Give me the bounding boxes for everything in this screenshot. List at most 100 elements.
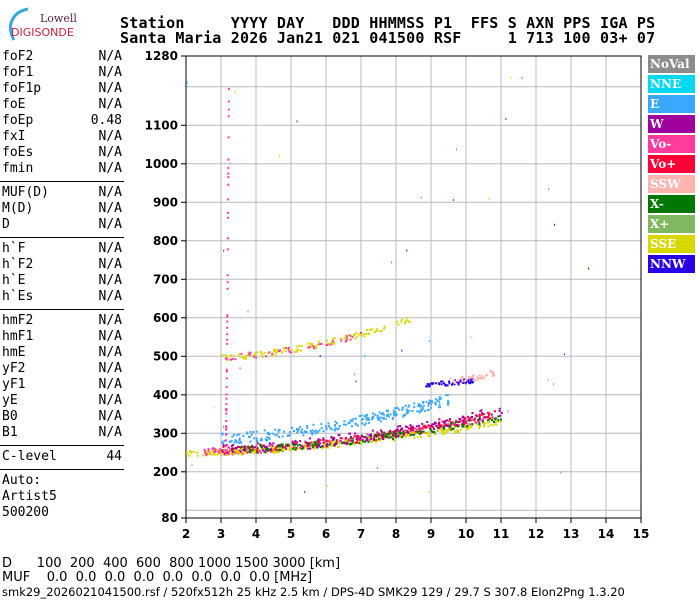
- echo-point: [313, 445, 316, 448]
- echo-point: [409, 430, 412, 433]
- echo-point: [408, 434, 411, 437]
- echo-point: [413, 402, 416, 405]
- echo-point: [275, 450, 278, 453]
- echo-point: [458, 380, 461, 383]
- echo-point: [284, 446, 287, 449]
- echo-point: [201, 454, 204, 457]
- echo-point: [392, 433, 395, 436]
- echo-point: [279, 155, 281, 158]
- param-fof1p: foF1p N/A: [0, 81, 124, 97]
- echo-point: [384, 432, 387, 435]
- echo-point: [476, 423, 479, 426]
- echo-point: [406, 411, 409, 414]
- echo-point: [266, 432, 269, 435]
- echo-point: [326, 339, 329, 342]
- echo-point: [413, 406, 416, 409]
- echo-point: [230, 449, 233, 452]
- echo-point: [268, 449, 271, 452]
- echo-point: [354, 337, 357, 340]
- echo-point: [307, 443, 310, 446]
- echo-point: [414, 431, 417, 434]
- echo-point: [288, 444, 291, 447]
- echo-point: [439, 424, 442, 427]
- echo-point: [367, 421, 370, 424]
- echo-point: [258, 443, 261, 446]
- echo-point: [371, 418, 374, 421]
- echo-point: [287, 347, 290, 350]
- echo-point: [430, 382, 433, 385]
- echo-point: [262, 449, 265, 452]
- echo-point: [288, 434, 291, 437]
- echo-point: [256, 351, 259, 354]
- echo-point: [351, 441, 354, 444]
- echo-point: [196, 454, 199, 457]
- echo-point: [467, 417, 470, 420]
- x-tick-label: 10: [458, 527, 475, 541]
- echo-point: [505, 117, 507, 120]
- echo-point: [248, 449, 251, 452]
- echo-point: [395, 413, 398, 416]
- echo-point: [404, 321, 407, 324]
- echo-point: [389, 413, 392, 416]
- echo-point: [417, 427, 420, 430]
- echo-point: [298, 443, 301, 446]
- echo-point: [488, 420, 491, 423]
- echo-point: [455, 424, 458, 427]
- param-value: N/A: [98, 217, 122, 232]
- echo-point: [239, 355, 242, 358]
- echo-point: [420, 431, 423, 434]
- echo-point: [311, 442, 314, 445]
- echo-point: [320, 427, 323, 430]
- echo-point: [476, 376, 479, 379]
- echo-point: [296, 429, 299, 432]
- echo-point: [223, 249, 225, 252]
- echo-point: [459, 428, 462, 431]
- echo-point: [489, 370, 492, 373]
- echo-point: [382, 412, 385, 415]
- echo-point: [468, 423, 471, 426]
- param-hmf2: hmF2 N/A: [0, 313, 124, 329]
- legend-item-ssw: SSW: [648, 175, 695, 193]
- echo-point: [262, 447, 265, 450]
- param-hf2: h`F2 N/A: [0, 257, 124, 273]
- echo-point: [431, 425, 434, 428]
- echo-point: [266, 436, 269, 439]
- echo-point: [402, 434, 405, 437]
- echo-point: [476, 420, 479, 423]
- echo-point: [380, 437, 383, 440]
- echo-point: [247, 446, 250, 449]
- echo-point: [467, 427, 470, 430]
- echo-point: [338, 424, 341, 427]
- echo-point: [460, 420, 463, 423]
- echo-point: [271, 447, 274, 450]
- echo-point: [224, 357, 227, 360]
- echo-point: [448, 427, 451, 430]
- echo-point: [213, 447, 216, 450]
- echo-point: [408, 427, 411, 430]
- echo-point: [208, 453, 211, 456]
- echo-point: [406, 434, 409, 437]
- echo-point: [443, 422, 446, 425]
- echo-point: [290, 426, 293, 429]
- echo-point: [240, 353, 243, 356]
- echo-point: [254, 354, 257, 357]
- echo-point: [492, 424, 495, 427]
- echo-point: [322, 437, 325, 440]
- echo-point: [279, 445, 282, 448]
- echo-point: [421, 401, 424, 404]
- echo-point: [319, 442, 322, 445]
- echo-point: [335, 439, 338, 442]
- echo-point: [451, 427, 454, 430]
- echo-point: [225, 397, 228, 400]
- echo-point: [315, 429, 318, 432]
- echo-point: [425, 385, 428, 388]
- echo-point: [219, 451, 222, 454]
- echo-point: [361, 440, 364, 443]
- echo-point: [453, 381, 456, 384]
- echo-point: [216, 449, 219, 452]
- echo-point: [379, 434, 382, 437]
- echo-point: [478, 418, 481, 421]
- echo-point: [323, 446, 326, 449]
- echo-point: [325, 427, 328, 430]
- echo-point: [432, 430, 435, 433]
